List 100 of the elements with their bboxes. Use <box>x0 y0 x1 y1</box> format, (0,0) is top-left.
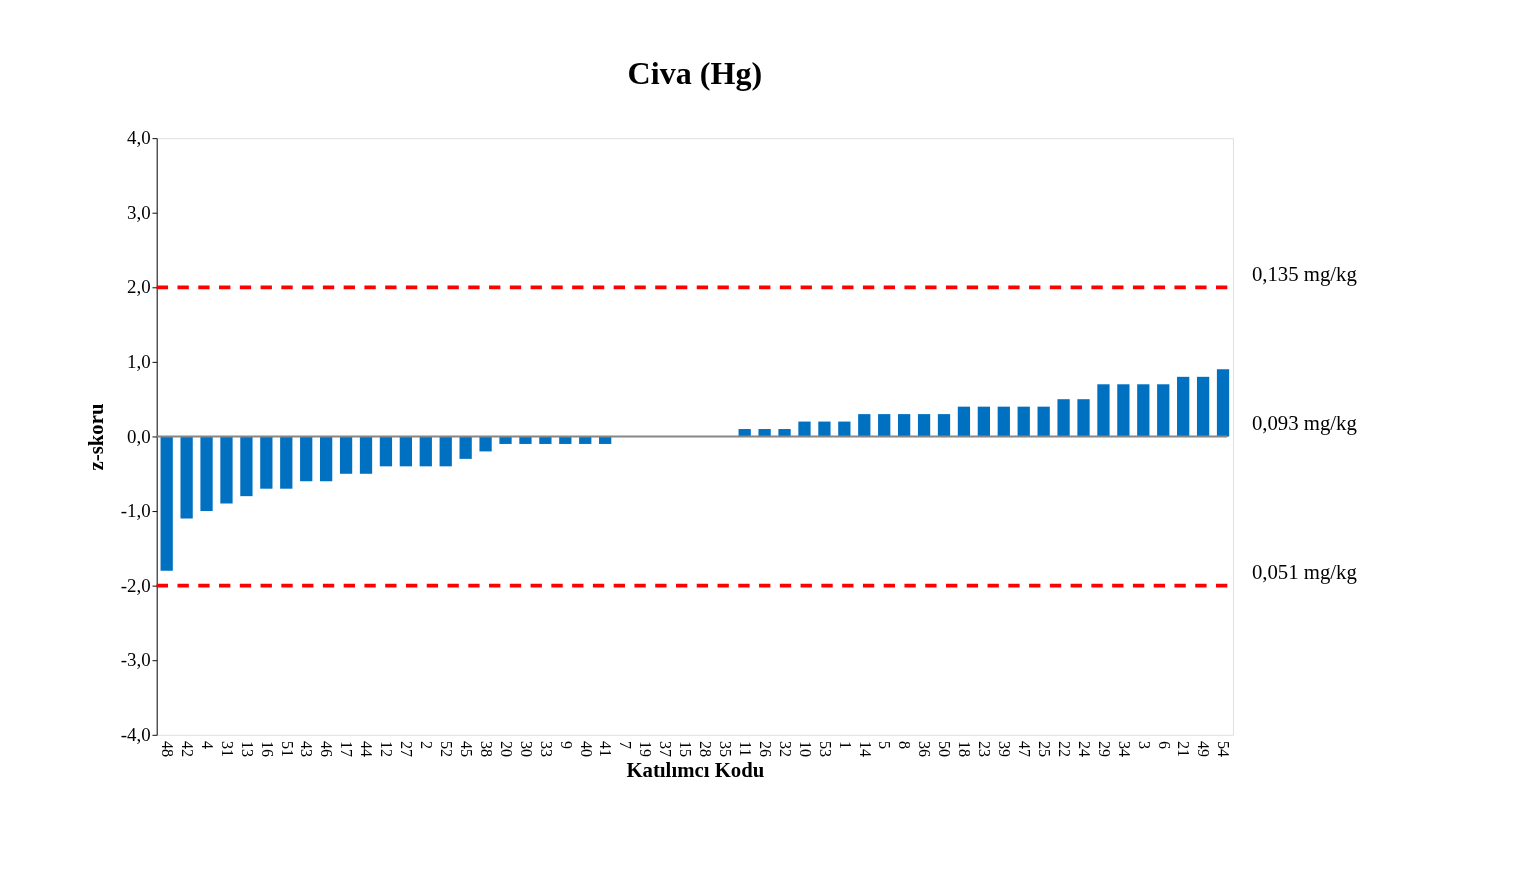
x-tick-label: 45 <box>457 740 475 757</box>
y-tick-label: 3,0 <box>126 201 151 223</box>
x-tick-label: 30 <box>517 740 535 757</box>
bar <box>1017 406 1030 437</box>
x-tick-label: 38 <box>477 740 495 757</box>
x-tick-label: 5 <box>876 740 894 749</box>
x-tick-label: 7 <box>617 740 635 749</box>
bar <box>1216 369 1230 437</box>
y-tick-label: 0,0 <box>126 425 151 447</box>
x-tick-label: 15 <box>677 740 695 757</box>
bar <box>838 421 851 437</box>
bar <box>200 436 213 512</box>
bar <box>957 406 971 437</box>
x-tick-label: 54 <box>1215 740 1233 757</box>
x-tick-label: 47 <box>1016 740 1033 757</box>
bar <box>1057 399 1070 437</box>
y-tick-label: -4,0 <box>120 723 151 745</box>
x-tick-label: 23 <box>976 740 994 757</box>
x-tick-label: 49 <box>1195 740 1213 757</box>
bar <box>160 436 173 571</box>
x-tick-label: 1 <box>836 740 854 749</box>
x-tick-label: 25 <box>1035 740 1053 757</box>
bar <box>399 436 412 467</box>
ref-line-label: 0,093 mg/kg <box>1251 410 1357 435</box>
bar <box>1077 399 1090 437</box>
x-tick-label: 14 <box>856 740 874 757</box>
bar <box>339 436 353 474</box>
bar <box>1117 384 1130 437</box>
x-tick-label: 2 <box>418 740 436 749</box>
x-tick-label: 41 <box>597 740 615 757</box>
bar <box>917 414 931 437</box>
x-tick-label: 43 <box>298 740 316 757</box>
x-tick-label: 6 <box>1155 740 1173 749</box>
bar <box>858 414 871 437</box>
x-tick-label: 18 <box>956 740 974 757</box>
bar <box>479 436 492 452</box>
bar <box>180 436 193 519</box>
bar <box>1177 376 1190 437</box>
bar <box>359 436 373 474</box>
x-axis-title: Katılımcı Kodu <box>626 757 765 781</box>
x-tick-label: 26 <box>756 740 774 757</box>
x-tick-label: 33 <box>537 740 555 757</box>
x-tick-label: 40 <box>577 740 595 757</box>
x-tick-label: 28 <box>697 740 715 757</box>
bar <box>439 436 452 467</box>
bar <box>260 436 273 489</box>
x-tick-label: 20 <box>497 740 515 757</box>
x-tick-label: 13 <box>238 740 256 757</box>
x-tick-label: 35 <box>717 740 735 757</box>
x-tick-label: 8 <box>896 740 914 749</box>
x-tick-label: 10 <box>796 740 814 757</box>
x-tick-label: 3 <box>1135 740 1153 749</box>
y-tick-label: -3,0 <box>120 649 151 671</box>
bar <box>818 421 831 437</box>
x-tick-label: 37 <box>657 740 675 757</box>
bar <box>937 414 951 437</box>
ref-line-label: 0,051 mg/kg <box>1251 560 1357 585</box>
x-tick-label: 29 <box>1095 740 1113 757</box>
x-tick-label: 53 <box>816 740 834 757</box>
x-tick-label: 17 <box>338 740 356 757</box>
x-tick-label: 16 <box>258 740 276 757</box>
bar <box>300 436 313 482</box>
x-tick-label: 48 <box>158 740 176 757</box>
bar <box>280 436 293 489</box>
y-tick-label: 4,0 <box>126 127 151 149</box>
y-axis-title: z-skoru <box>83 403 107 471</box>
x-tick-label: 24 <box>1075 740 1093 757</box>
x-tick-label: 27 <box>398 740 416 757</box>
bar <box>1196 376 1210 437</box>
x-tick-label: 9 <box>557 740 575 749</box>
x-tick-label: 32 <box>776 740 794 757</box>
y-tick-label: -1,0 <box>120 500 151 522</box>
bar <box>1097 384 1110 437</box>
x-tick-label: 22 <box>1055 740 1073 757</box>
x-tick-label: 19 <box>637 740 655 757</box>
bar <box>898 414 911 437</box>
bar <box>379 436 393 467</box>
bar <box>1037 406 1050 437</box>
x-tick-label: 50 <box>936 740 954 757</box>
ref-line-label: 0,135 mg/kg <box>1251 261 1357 286</box>
y-tick-label: -2,0 <box>120 574 151 596</box>
bar <box>1137 384 1150 437</box>
y-tick-label: 1,0 <box>126 351 151 373</box>
x-tick-label: 21 <box>1175 740 1193 757</box>
x-tick-label: 42 <box>178 740 196 757</box>
x-tick-label: 11 <box>736 740 754 757</box>
bar <box>419 436 432 467</box>
bar <box>997 406 1010 437</box>
x-tick-label: 52 <box>438 740 455 757</box>
bar <box>220 436 233 504</box>
bar <box>320 436 333 482</box>
x-tick-label: 12 <box>378 740 396 757</box>
x-tick-label: 44 <box>358 740 376 757</box>
y-tick-label: 2,0 <box>126 276 151 298</box>
bar <box>878 414 891 437</box>
bar <box>1157 384 1170 437</box>
x-tick-label: 46 <box>318 740 336 757</box>
bar <box>459 436 472 459</box>
x-tick-label: 51 <box>278 740 296 757</box>
bar <box>977 406 990 437</box>
